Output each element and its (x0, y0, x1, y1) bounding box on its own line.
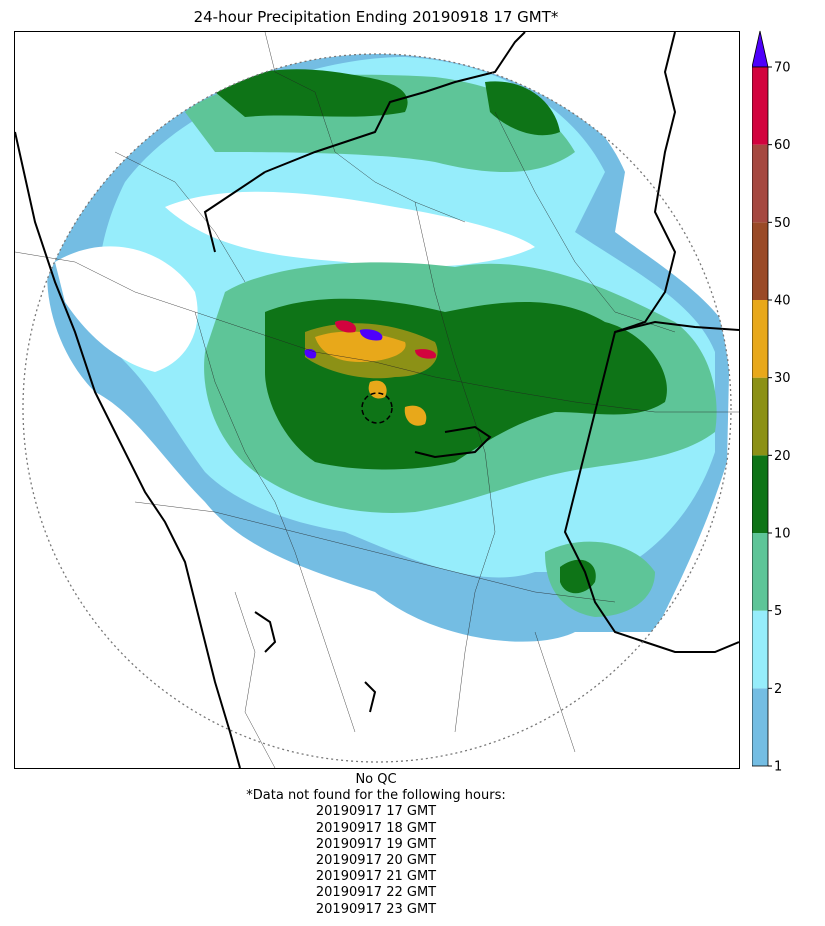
colorbar-tick-label: 60 (774, 138, 791, 153)
colorbar-tick-label: 20 (774, 449, 791, 464)
radar-range-ring (22, 53, 732, 763)
missing-hour-6: 20190917 22 GMT (315, 885, 437, 901)
missing-hour-3: 20190917 19 GMT (315, 836, 437, 852)
precip-band-60-70 (335, 320, 356, 333)
precip-band-5-10-se (545, 541, 655, 617)
colorbar: 1 2 5 10 20 30 40 50 60 70 (751, 30, 822, 775)
colorbar-tick-label: 50 (774, 216, 791, 231)
colorbar-tick-label: 1 (774, 760, 782, 773)
missing-hour-1: 20190917 17 GMT (315, 804, 437, 820)
precip-band-30-40 (315, 331, 406, 362)
missing-hour-4: 20190917 20 GMT (315, 853, 437, 869)
precip-band-10-20-ne (485, 81, 560, 136)
precip-band-10-20-se (560, 559, 596, 594)
dry-area-north (165, 191, 535, 267)
map-title: 24-hour Precipitation Ending 20190918 17… (193, 8, 559, 26)
precip-band-60-70-2 (415, 349, 437, 359)
colorbar-segment (752, 610, 768, 689)
precip-band-10-20-north (215, 69, 408, 117)
colorbar-over-arrow (751, 30, 769, 68)
radar-site-marker (361, 392, 393, 424)
map-footer: No QC *Data not found for the following … (0, 772, 752, 918)
colorbar-frame (751, 66, 769, 767)
colorbar-canvas: 1 2 5 10 20 30 40 50 60 70 (751, 30, 791, 775)
missing-hour-7: 20190917 23 GMT (315, 901, 437, 917)
district-boundaries (15, 32, 739, 768)
colorbar-segment (752, 300, 768, 378)
colorbar-tick-label: 10 (774, 527, 791, 542)
state-boundaries (15, 32, 739, 768)
dry-area-west (55, 246, 198, 372)
precip-band-30-40-s2 (404, 405, 427, 426)
colorbar-segment (752, 533, 768, 611)
colorbar-segment (752, 377, 768, 456)
colorbar-segment (752, 144, 768, 223)
precipitation-field (47, 54, 730, 642)
colorbar-tick-label: 40 (774, 294, 791, 309)
colorbar-tick-label: 70 (774, 61, 791, 76)
precip-band-70-plus (359, 329, 383, 341)
missing-hour-5: 20190917 21 GMT (315, 869, 437, 885)
colorbar-tick-label: 2 (774, 682, 782, 697)
colorbar-tick-label: 5 (774, 604, 782, 619)
colorbar-segment (752, 688, 768, 766)
radar-precipitation-map (14, 31, 740, 769)
colorbar-segment (752, 67, 768, 145)
colorbar-tick-label: 30 (774, 371, 791, 386)
missing-hour-2: 20190917 18 GMT (315, 820, 437, 836)
precipitation-map-canvas (15, 32, 739, 768)
colorbar-segment (752, 222, 768, 300)
qc-label: No QC (355, 772, 397, 787)
colorbar-segment (752, 455, 768, 533)
missing-data-note: *Data not found for the following hours: (246, 788, 506, 804)
